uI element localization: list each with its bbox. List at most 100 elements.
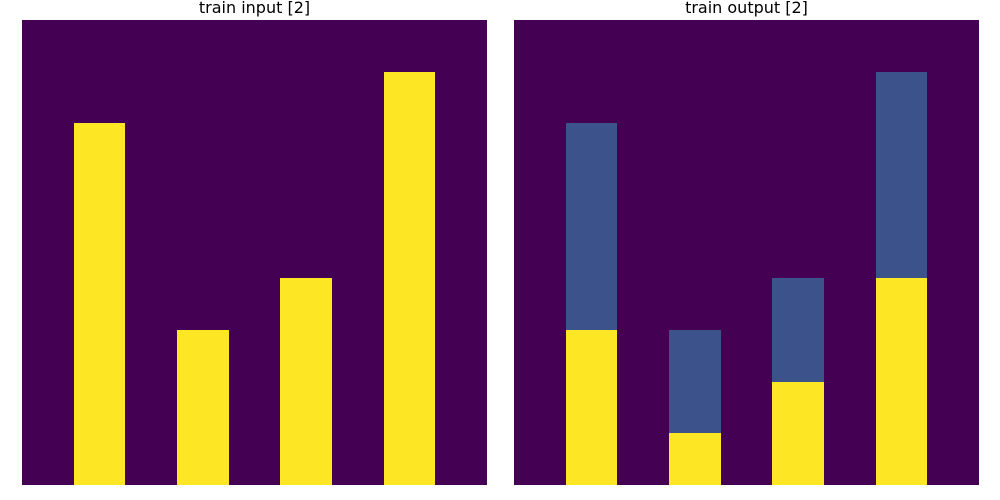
grid-cell bbox=[228, 330, 281, 382]
grid-cell bbox=[22, 226, 74, 279]
grid-cell bbox=[514, 71, 566, 124]
grid-cell bbox=[177, 226, 229, 279]
grid-cell bbox=[73, 71, 126, 124]
train-output-panel: train output [2] bbox=[514, 0, 979, 485]
grid-cell bbox=[824, 175, 876, 227]
grid-cell bbox=[565, 381, 618, 434]
grid-cell bbox=[617, 226, 669, 279]
grid-cell bbox=[720, 20, 773, 72]
grid-cell bbox=[617, 433, 669, 485]
grid-cell bbox=[22, 278, 74, 330]
grid-cell bbox=[720, 381, 773, 434]
grid-cell bbox=[383, 175, 436, 227]
grid-cell bbox=[332, 330, 384, 382]
grid-cell bbox=[280, 330, 332, 382]
grid-cell bbox=[927, 123, 979, 175]
grid-cell bbox=[177, 278, 229, 330]
grid-cell bbox=[927, 433, 979, 485]
grid-cell bbox=[617, 278, 669, 330]
grid-cell bbox=[617, 123, 669, 175]
grid-cell bbox=[280, 226, 332, 279]
grid-cell bbox=[617, 381, 669, 434]
grid-cell bbox=[435, 175, 487, 227]
grid-cell bbox=[125, 226, 177, 279]
grid-cell bbox=[228, 20, 281, 72]
grid-cell bbox=[22, 123, 74, 175]
grid-cell bbox=[875, 330, 928, 382]
grid-cell bbox=[125, 278, 177, 330]
grid-cell bbox=[824, 20, 876, 72]
grid-cell bbox=[772, 278, 824, 330]
grid-cell bbox=[435, 330, 487, 382]
grid-cell bbox=[720, 71, 773, 124]
grid-cell bbox=[875, 278, 928, 330]
grid-cell bbox=[772, 175, 824, 227]
grid-cell bbox=[177, 71, 229, 124]
grid-cell bbox=[669, 278, 721, 330]
grid-cell bbox=[772, 381, 824, 434]
grid-cell bbox=[332, 175, 384, 227]
grid-cell bbox=[824, 123, 876, 175]
grid-cell bbox=[772, 123, 824, 175]
grid-cell bbox=[125, 433, 177, 485]
grid-cell bbox=[228, 381, 281, 434]
grid-cell bbox=[228, 175, 281, 227]
grid-cell bbox=[332, 381, 384, 434]
grid-cell bbox=[332, 226, 384, 279]
grid-cell bbox=[435, 278, 487, 330]
grid-cell bbox=[720, 175, 773, 227]
grid-cell bbox=[927, 330, 979, 382]
grid-cell bbox=[875, 123, 928, 175]
grid-cell bbox=[177, 175, 229, 227]
train-input-title: train input [2] bbox=[198, 0, 311, 17]
grid-cell bbox=[565, 175, 618, 227]
grid-cell bbox=[73, 123, 126, 175]
grid-cell bbox=[383, 278, 436, 330]
grid-cell bbox=[772, 20, 824, 72]
grid-cell bbox=[772, 330, 824, 382]
grid-cell bbox=[824, 433, 876, 485]
grid-cell bbox=[669, 20, 721, 72]
grid-cell bbox=[280, 381, 332, 434]
grid-cell bbox=[927, 71, 979, 124]
grid-cell bbox=[177, 123, 229, 175]
grid-cell bbox=[617, 330, 669, 382]
grid-cell bbox=[280, 20, 332, 72]
grid-cell bbox=[927, 226, 979, 279]
grid-cell bbox=[435, 71, 487, 124]
grid-cell bbox=[228, 278, 281, 330]
grid-cell bbox=[332, 433, 384, 485]
grid-cell bbox=[514, 381, 566, 434]
grid-cell bbox=[435, 433, 487, 485]
grid-cell bbox=[669, 381, 721, 434]
grid-cell bbox=[927, 381, 979, 434]
grid-cell bbox=[617, 71, 669, 124]
grid-cell bbox=[927, 175, 979, 227]
grid-cell bbox=[383, 381, 436, 434]
grid-cell bbox=[125, 123, 177, 175]
grid-cell bbox=[772, 433, 824, 485]
grid-cell bbox=[383, 433, 436, 485]
grid-cell bbox=[514, 433, 566, 485]
grid-cell bbox=[617, 175, 669, 227]
grid-cell bbox=[73, 278, 126, 330]
grid-cell bbox=[22, 330, 74, 382]
grid-cell bbox=[565, 330, 618, 382]
train-output-grid bbox=[514, 20, 979, 485]
grid-cell bbox=[73, 433, 126, 485]
grid-cell bbox=[824, 330, 876, 382]
grid-cell bbox=[720, 330, 773, 382]
grid-cell bbox=[383, 20, 436, 72]
grid-cell bbox=[177, 381, 229, 434]
grid-cell bbox=[73, 226, 126, 279]
grid-cell bbox=[720, 226, 773, 279]
grid-cell bbox=[332, 71, 384, 124]
grid-cell bbox=[565, 20, 618, 72]
grid-cell bbox=[514, 278, 566, 330]
grid-cell bbox=[565, 278, 618, 330]
grid-cell bbox=[177, 20, 229, 72]
grid-cell bbox=[177, 330, 229, 382]
grid-cell bbox=[383, 71, 436, 124]
grid-cell bbox=[669, 123, 721, 175]
grid-cell bbox=[927, 20, 979, 72]
